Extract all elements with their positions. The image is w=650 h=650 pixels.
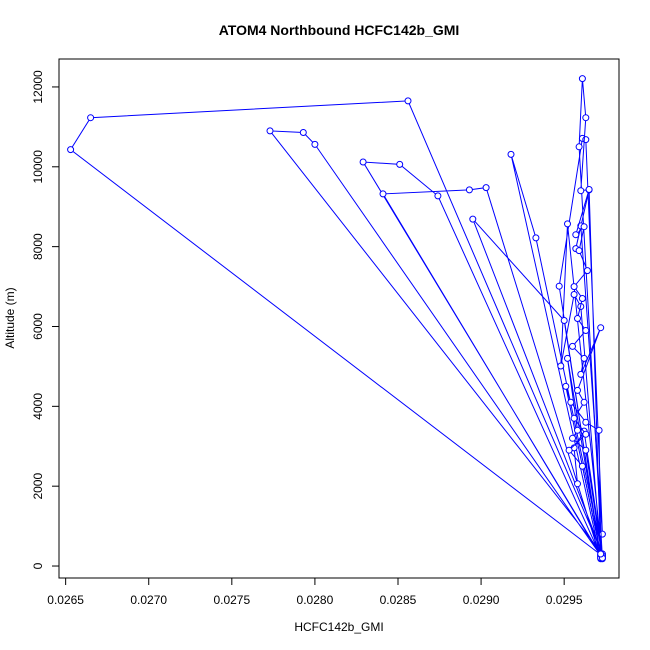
data-point — [577, 187, 585, 195]
data-point — [67, 146, 75, 154]
data-point — [299, 129, 307, 136]
data-point — [597, 324, 605, 332]
data-point — [575, 143, 583, 151]
data-point — [575, 247, 583, 255]
data-point — [557, 362, 565, 370]
series-layer — [67, 75, 606, 563]
data-point — [577, 370, 585, 378]
x-tick-label: 0.0290 — [463, 593, 500, 607]
x-tick-label: 0.0265 — [47, 593, 84, 607]
data-point — [582, 418, 590, 426]
data-point — [595, 426, 603, 434]
y-tick-label: 10000 — [31, 150, 45, 184]
data-point — [574, 480, 581, 488]
data-point — [578, 75, 586, 83]
x-tick-label: 0.0275 — [213, 593, 250, 607]
y-tick-label: 12000 — [31, 70, 45, 104]
data-point — [434, 192, 442, 200]
data-point — [482, 184, 490, 192]
y-axis: 0 2000 4000 6000 8000 10000 12000 — [31, 70, 60, 569]
data-point — [567, 398, 575, 406]
x-tick-label: 0.0270 — [130, 593, 167, 607]
data-point — [585, 186, 593, 193]
data-point — [565, 446, 573, 454]
data-point — [562, 382, 570, 390]
data-point — [580, 354, 588, 362]
data-point — [572, 231, 580, 239]
data-point — [598, 530, 606, 538]
data-point — [266, 127, 274, 135]
data-point — [560, 317, 568, 324]
data-point — [359, 158, 367, 166]
y-tick-label: 8000 — [31, 233, 45, 260]
data-point — [564, 220, 571, 228]
data-point — [597, 550, 605, 558]
data-point — [570, 283, 578, 291]
data-point — [580, 223, 588, 231]
data-point — [570, 291, 578, 298]
data-point — [582, 114, 590, 122]
data-point — [532, 234, 540, 242]
data-point — [465, 186, 473, 194]
data-point — [469, 215, 477, 223]
data-point — [404, 97, 412, 105]
y-axis-label: Altitude (m) — [3, 287, 17, 348]
data-point — [574, 426, 581, 434]
x-tick-label: 0.0295 — [546, 593, 583, 607]
data-point — [569, 434, 576, 442]
x-axis: 0.0265 0.0270 0.0275 0.0280 0.0285 0.0290 0.02… — [47, 577, 583, 607]
series-line-1 — [69, 100, 603, 559]
data-point — [580, 398, 588, 406]
data-point — [555, 282, 563, 290]
data-point — [87, 114, 95, 122]
data-point — [582, 327, 590, 334]
x-tick-label: 0.0280 — [297, 593, 334, 607]
y-tick-label: 4000 — [31, 393, 45, 420]
data-point — [507, 150, 515, 158]
data-point — [396, 160, 404, 168]
data-point — [570, 414, 578, 422]
data-point — [583, 267, 591, 275]
data-point — [574, 386, 581, 394]
data-point — [379, 190, 387, 198]
data-point — [564, 354, 571, 362]
data-point — [569, 342, 576, 350]
data-point — [578, 462, 586, 470]
y-tick-label: 6000 — [31, 313, 45, 340]
x-axis-label: HCFC142b_GMI — [294, 620, 383, 634]
data-point — [574, 315, 581, 322]
y-tick-label: 0 — [31, 562, 45, 569]
y-tick-label: 2000 — [31, 473, 45, 500]
data-point — [582, 446, 590, 454]
plot-frame — [58, 58, 620, 579]
chart-title: ATOM4 Northbound HCFC142b_GMI — [219, 22, 460, 38]
data-point — [311, 140, 319, 148]
x-tick-label: 0.0285 — [380, 593, 417, 607]
data-point — [582, 430, 590, 438]
data-point — [578, 295, 586, 302]
